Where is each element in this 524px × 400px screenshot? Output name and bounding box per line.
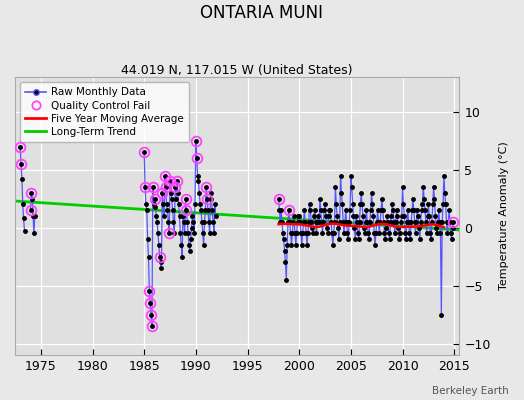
Text: ONTARIA MUNI: ONTARIA MUNI bbox=[201, 4, 323, 22]
Text: Berkeley Earth: Berkeley Earth bbox=[432, 386, 508, 396]
Legend: Raw Monthly Data, Quality Control Fail, Five Year Moving Average, Long-Term Tren: Raw Monthly Data, Quality Control Fail, … bbox=[20, 82, 189, 142]
Y-axis label: Temperature Anomaly (°C): Temperature Anomaly (°C) bbox=[499, 142, 509, 290]
Title: 44.019 N, 117.015 W (United States): 44.019 N, 117.015 W (United States) bbox=[122, 64, 353, 77]
